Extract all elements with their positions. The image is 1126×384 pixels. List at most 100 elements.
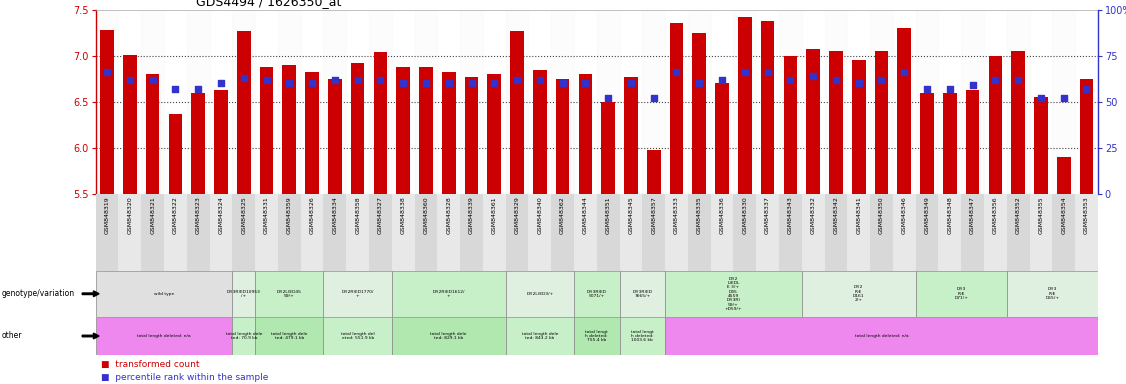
Bar	[1007, 194, 1029, 271]
Bar	[461, 194, 483, 271]
Text: GSM848325: GSM848325	[241, 196, 247, 234]
Bar	[1029, 194, 1053, 271]
Point	[417, 80, 435, 86]
Text: GSM848329: GSM848329	[515, 196, 519, 234]
Point	[759, 69, 777, 75]
Bar	[779, 194, 802, 271]
Bar	[506, 271, 574, 317]
Bar	[757, 10, 779, 194]
Text: Df(2L)ED3/+: Df(2L)ED3/+	[526, 292, 554, 296]
Bar	[915, 271, 1007, 317]
Text: GSM848348: GSM848348	[947, 196, 953, 234]
Point	[941, 86, 959, 92]
Bar	[619, 271, 665, 317]
Bar	[870, 10, 893, 194]
Text: GSM848342: GSM848342	[833, 196, 839, 234]
Bar	[96, 194, 118, 271]
Text: GSM848358: GSM848358	[355, 196, 360, 234]
Text: GSM848339: GSM848339	[470, 196, 474, 234]
Text: total lengt
h deleted:
1003.6 kb: total lengt h deleted: 1003.6 kb	[631, 330, 654, 342]
Point	[280, 80, 298, 86]
Bar	[556, 79, 570, 194]
Bar	[328, 79, 341, 194]
Text: Df(3R)ED10953
/+: Df(3R)ED10953 /+	[226, 290, 261, 298]
Text: GSM848335: GSM848335	[697, 196, 701, 234]
Bar	[483, 10, 506, 194]
Point	[735, 69, 753, 75]
Text: total length dele
ted: 479.1 kb: total length dele ted: 479.1 kb	[271, 332, 307, 340]
Bar	[1053, 10, 1075, 194]
Bar	[738, 17, 752, 194]
Bar	[256, 10, 278, 194]
Point	[167, 86, 185, 92]
Text: GSM848320: GSM848320	[127, 196, 133, 234]
Point	[349, 76, 367, 83]
Point	[372, 76, 390, 83]
Bar	[278, 10, 301, 194]
Point	[463, 80, 481, 86]
Bar	[893, 10, 915, 194]
Text: GSM848332: GSM848332	[811, 196, 815, 234]
Text: Df(3
R)E
D65/+: Df(3 R)E D65/+	[1045, 288, 1060, 300]
Bar	[624, 77, 637, 194]
Bar	[528, 10, 552, 194]
Text: Df(2L)ED45
59/+: Df(2L)ED45 59/+	[277, 290, 302, 298]
Point	[873, 76, 891, 83]
Text: total length dele
ted: 843.2 kb: total length dele ted: 843.2 kb	[521, 332, 558, 340]
Bar	[483, 194, 506, 271]
Text: Df(2
L)EDL
E 3/+
D45
4559
Df(3R)
59/+
+D59/+: Df(2 L)EDL E 3/+ D45 4559 Df(3R) 59/+ +D…	[725, 277, 742, 311]
Bar	[236, 31, 251, 194]
Bar	[146, 74, 160, 194]
Bar	[347, 10, 369, 194]
Bar	[100, 30, 114, 194]
Text: GSM848362: GSM848362	[560, 196, 565, 234]
Bar	[665, 194, 688, 271]
Bar	[278, 194, 301, 271]
Bar	[761, 21, 775, 194]
Point	[325, 76, 343, 83]
Text: GSM848322: GSM848322	[173, 196, 178, 234]
Bar	[893, 194, 915, 271]
Point	[1078, 86, 1096, 92]
Bar	[301, 10, 323, 194]
Bar	[351, 63, 365, 194]
Bar	[574, 271, 619, 317]
Bar	[414, 10, 437, 194]
Bar	[802, 271, 915, 317]
Bar	[824, 194, 847, 271]
Point	[508, 76, 526, 83]
Point	[394, 80, 412, 86]
Bar	[897, 28, 911, 194]
Bar	[118, 10, 141, 194]
Bar	[715, 83, 729, 194]
Bar	[688, 10, 711, 194]
Text: GSM848319: GSM848319	[105, 196, 109, 234]
Point	[826, 76, 844, 83]
Point	[599, 95, 617, 101]
Point	[668, 69, 686, 75]
Bar	[256, 194, 278, 271]
Bar	[1080, 79, 1093, 194]
Bar	[437, 10, 461, 194]
Bar	[806, 49, 820, 194]
Bar	[802, 10, 824, 194]
Text: GSM848357: GSM848357	[651, 196, 656, 234]
Bar	[665, 317, 1098, 355]
Bar	[169, 114, 182, 194]
Bar	[847, 194, 870, 271]
Bar	[574, 194, 597, 271]
Bar	[711, 194, 733, 271]
Point	[530, 76, 548, 83]
Bar	[984, 10, 1007, 194]
Bar	[915, 10, 938, 194]
Bar	[1007, 271, 1098, 317]
Point	[1009, 76, 1027, 83]
Text: GSM848359: GSM848359	[287, 196, 292, 234]
Bar	[1011, 51, 1025, 194]
Text: GSM848334: GSM848334	[332, 196, 338, 234]
Bar	[711, 10, 733, 194]
Bar	[619, 10, 642, 194]
Bar	[829, 51, 842, 194]
Bar	[642, 194, 665, 271]
Text: total length dele
ted: 829.1 kb: total length dele ted: 829.1 kb	[430, 332, 467, 340]
